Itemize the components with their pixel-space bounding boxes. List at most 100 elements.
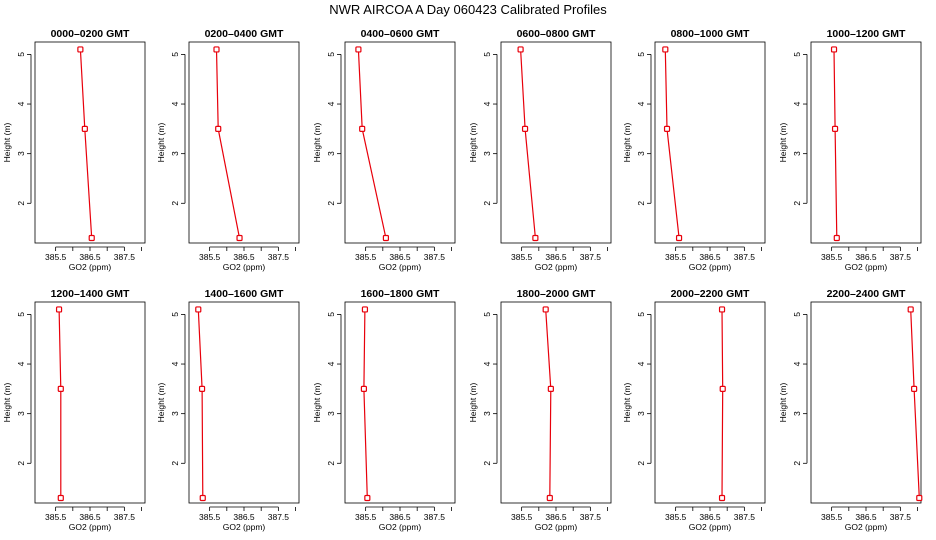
data-point — [719, 385, 726, 392]
panel-title: 0200–0400 GMT — [205, 28, 284, 40]
y-tick-label: 3 — [792, 411, 802, 416]
y-tick-label: 3 — [792, 151, 802, 156]
x-tick-label: 386.5 — [855, 252, 877, 262]
y-tick-label: 3 — [482, 411, 492, 416]
data-point — [359, 125, 366, 132]
x-tick-label: 385.5 — [45, 512, 67, 522]
y-axis-label: Height (m) — [468, 383, 478, 423]
x-tick-label: 386.5 — [699, 252, 721, 262]
y-tick-label: 2 — [326, 201, 336, 206]
y-axis-label: Height (m) — [156, 123, 166, 163]
plot-frame — [810, 41, 922, 244]
x-tick-label: 385.5 — [665, 252, 687, 262]
series-line — [363, 309, 368, 499]
x-axis-label: GO2 (ppm) — [689, 262, 732, 272]
x-tick-label: 385.5 — [199, 252, 221, 262]
x-tick-label: 385.5 — [355, 512, 377, 522]
x-tick-label: 387.5 — [890, 252, 912, 262]
x-tick-label: 386.5 — [233, 512, 255, 522]
plot-frame — [344, 301, 456, 504]
x-tick-label: 386.5 — [389, 512, 411, 522]
y-axis-label: Height (m) — [2, 123, 12, 163]
y-tick-label: 3 — [636, 411, 646, 416]
plot-frame — [500, 301, 612, 504]
y-tick-label: 2 — [482, 201, 492, 206]
x-tick-label: 386.5 — [389, 252, 411, 262]
x-tick-label: 385.5 — [821, 252, 843, 262]
data-point — [361, 306, 369, 313]
x-tick-label: 387.5 — [114, 512, 136, 522]
x-axis-label: GO2 (ppm) — [379, 522, 422, 532]
y-tick-label: 4 — [482, 361, 492, 366]
x-axis-label: GO2 (ppm) — [845, 262, 888, 272]
x-tick-label: 387.5 — [734, 512, 756, 522]
y-tick-label: 4 — [636, 361, 646, 366]
y-axis-label: Height (m) — [312, 123, 322, 163]
data-point — [81, 125, 88, 132]
x-axis-label: GO2 (ppm) — [379, 262, 422, 272]
data-point — [382, 234, 390, 242]
data-point — [57, 385, 64, 392]
y-tick-label: 4 — [326, 101, 336, 106]
y-tick-label: 4 — [170, 361, 180, 366]
data-point — [57, 494, 64, 502]
data-point — [521, 125, 529, 132]
plot-frame — [34, 301, 146, 504]
y-tick-label: 4 — [636, 101, 646, 106]
y-tick-label: 5 — [636, 312, 646, 317]
page-title: NWR AIRCOA A Day 060423 Calibrated Profi… — [329, 2, 607, 17]
x-tick-label: 387.5 — [268, 512, 290, 522]
y-tick-label: 5 — [482, 312, 492, 317]
y-tick-label: 2 — [326, 461, 336, 466]
x-tick-label: 387.5 — [114, 252, 136, 262]
x-tick-label: 385.5 — [821, 512, 843, 522]
x-axis-label: GO2 (ppm) — [69, 262, 112, 272]
data-point — [88, 234, 95, 242]
data-point — [911, 385, 918, 392]
data-point — [199, 494, 206, 502]
y-tick-label: 4 — [170, 101, 180, 106]
y-tick-label: 4 — [326, 361, 336, 366]
y-tick-label: 5 — [326, 52, 336, 57]
y-axis-label: Height (m) — [2, 383, 12, 423]
y-tick-label: 5 — [792, 312, 802, 317]
y-tick-label: 2 — [482, 461, 492, 466]
y-tick-label: 5 — [16, 312, 26, 317]
x-axis-label: GO2 (ppm) — [223, 522, 266, 532]
plot-frame — [654, 41, 766, 244]
data-point — [547, 385, 554, 392]
y-tick-label: 5 — [792, 52, 802, 57]
y-tick-label: 2 — [792, 461, 802, 466]
x-tick-label: 386.5 — [79, 252, 101, 262]
panel-title: 1400–1600 GMT — [205, 288, 284, 300]
x-tick-label: 386.5 — [545, 252, 567, 262]
x-axis-label: GO2 (ppm) — [845, 522, 888, 532]
x-tick-label: 385.5 — [511, 512, 533, 522]
y-tick-label: 4 — [792, 361, 802, 366]
panel-title: 1000–1200 GMT — [827, 28, 906, 40]
y-axis-label: Height (m) — [312, 383, 322, 423]
plot-frame — [34, 41, 146, 244]
x-tick-label: 385.5 — [199, 512, 221, 522]
series-line — [833, 49, 838, 239]
series-line — [721, 309, 724, 499]
y-tick-label: 3 — [170, 151, 180, 156]
data-point — [517, 46, 524, 53]
y-tick-label: 5 — [326, 312, 336, 317]
panel-title: 0400–0600 GMT — [361, 28, 440, 40]
data-point — [532, 234, 539, 242]
data-point — [364, 494, 371, 502]
y-tick-label: 3 — [636, 151, 646, 156]
series-line — [545, 309, 552, 499]
y-tick-label: 2 — [170, 461, 180, 466]
data-point — [662, 46, 669, 53]
data-point — [718, 306, 726, 313]
y-tick-label: 3 — [170, 411, 180, 416]
